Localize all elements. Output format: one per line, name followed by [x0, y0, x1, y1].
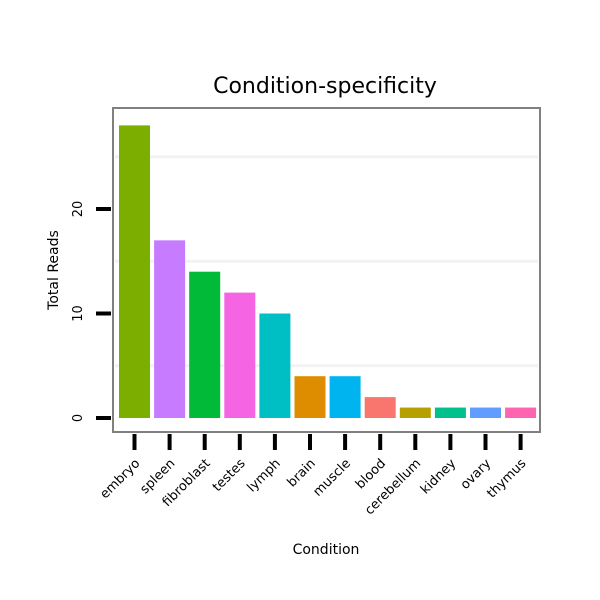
x-axis-label: Condition — [293, 542, 360, 558]
y-tick-label-10: 10 — [71, 305, 86, 322]
x-tick-label-kidney: kidney — [418, 456, 459, 497]
x-tick-label-testes: testes — [210, 456, 249, 495]
y-tick-label-20: 20 — [71, 201, 86, 218]
bar-ovary — [470, 407, 501, 418]
plot-frame — [112, 107, 541, 433]
chart-title: Condition-specificity — [213, 74, 437, 99]
x-tick-label-muscle: muscle — [310, 456, 353, 499]
bar-testes — [224, 292, 256, 418]
bar-embryo — [119, 125, 150, 419]
gridlines — [115, 155, 538, 368]
bar-spleen — [154, 240, 186, 418]
y-tick-label-0: 0 — [71, 414, 86, 422]
bar-cerebellum — [399, 407, 431, 418]
bars — [119, 125, 537, 419]
bar-blood — [364, 397, 396, 418]
bar-fibroblast — [189, 271, 221, 418]
y-axis: 0 10 20 — [71, 201, 111, 422]
bar-thymus — [505, 407, 537, 418]
bar-lymph — [259, 313, 291, 418]
bar-kidney — [434, 407, 466, 418]
x-tick-label-lymph: lymph — [245, 456, 284, 495]
y-axis-label: Total Reads — [46, 230, 62, 311]
x-tick-label-thymus: thymus — [484, 456, 529, 501]
x-tick-label-embryo: embryo — [97, 456, 143, 502]
bar-muscle — [329, 376, 361, 418]
bar-brain — [294, 376, 326, 418]
